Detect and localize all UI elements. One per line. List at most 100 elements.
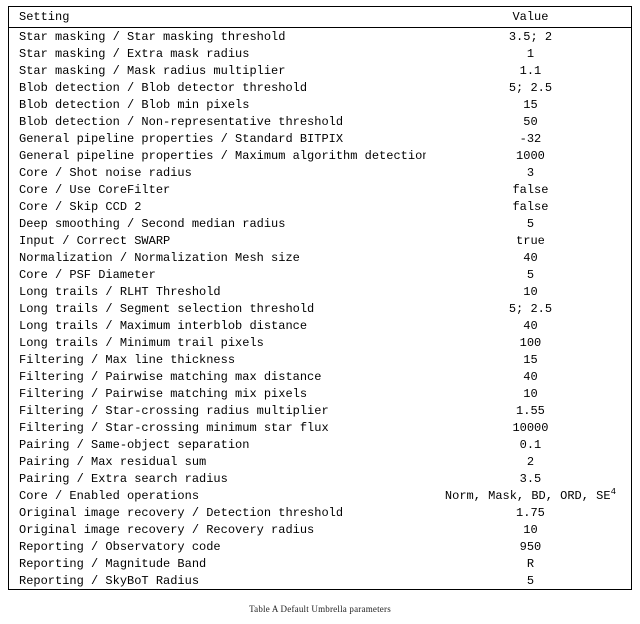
cell-value: 40 <box>426 368 632 385</box>
cell-setting: Normalization / Normalization Mesh size <box>9 249 426 266</box>
table-row: Star masking / Star masking threshold3.5… <box>9 28 632 46</box>
cell-value: 100 <box>426 334 632 351</box>
cell-value: 40 <box>426 317 632 334</box>
footnote-marker: 4 <box>611 487 616 497</box>
table-row: General pipeline properties / Maximum al… <box>9 147 632 164</box>
cell-value: 5 <box>426 572 632 590</box>
table-row: Filtering / Star-crossing minimum star f… <box>9 419 632 436</box>
cell-setting: Reporting / Magnitude Band <box>9 555 426 572</box>
table-header-row: Setting Value <box>9 7 632 28</box>
cell-value: false <box>426 181 632 198</box>
cell-value: 10 <box>426 521 632 538</box>
cell-setting: Pairing / Max residual sum <box>9 453 426 470</box>
cell-value: 5 <box>426 266 632 283</box>
table-row: Core / Enabled operationsNorm, Mask, BD,… <box>9 487 632 504</box>
table-row: Normalization / Normalization Mesh size4… <box>9 249 632 266</box>
table-row: Blob detection / Blob detector threshold… <box>9 79 632 96</box>
cell-value: 3.5 <box>426 470 632 487</box>
cell-value: 0.1 <box>426 436 632 453</box>
cell-value: 1000 <box>426 147 632 164</box>
cell-value: true <box>426 232 632 249</box>
cell-setting: Star masking / Star masking threshold <box>9 28 426 46</box>
cell-setting: Long trails / Segment selection threshol… <box>9 300 426 317</box>
cell-value: 5; 2.5 <box>426 79 632 96</box>
cell-setting: Long trails / Maximum interblob distance <box>9 317 426 334</box>
cell-setting: General pipeline properties / Standard B… <box>9 130 426 147</box>
cell-value: -32 <box>426 130 632 147</box>
cell-setting: Core / Use CoreFilter <box>9 181 426 198</box>
caption-suffix: Default Umbrella parameters <box>278 604 391 614</box>
cell-value: 1.1 <box>426 62 632 79</box>
cell-value: 10 <box>426 283 632 300</box>
table-caption: Table A Default Umbrella parameters <box>8 604 632 614</box>
cell-value: 5 <box>426 215 632 232</box>
table-row: Blob detection / Non-representative thre… <box>9 113 632 130</box>
cell-setting: Filtering / Star-crossing minimum star f… <box>9 419 426 436</box>
table-row: Filtering / Pairwise matching max distan… <box>9 368 632 385</box>
cell-setting: Original image recovery / Detection thre… <box>9 504 426 521</box>
cell-setting: Reporting / Observatory code <box>9 538 426 555</box>
table-row: Core / Skip CCD 2false <box>9 198 632 215</box>
cell-value: 10 <box>426 385 632 402</box>
cell-setting: Deep smoothing / Second median radius <box>9 215 426 232</box>
cell-setting: Filtering / Max line thickness <box>9 351 426 368</box>
cell-setting: Blob detection / Blob detector threshold <box>9 79 426 96</box>
table-body: Star masking / Star masking threshold3.5… <box>9 28 632 590</box>
cell-value: 3.5; 2 <box>426 28 632 46</box>
cell-value: 1 <box>426 45 632 62</box>
cell-value: Norm, Mask, BD, ORD, SE4 <box>426 487 632 504</box>
table-row: Reporting / SkyBoT Radius5 <box>9 572 632 590</box>
table-row: Deep smoothing / Second median radius5 <box>9 215 632 232</box>
cell-setting: Blob detection / Blob min pixels <box>9 96 426 113</box>
table-row: Core / PSF Diameter5 <box>9 266 632 283</box>
cell-value: 15 <box>426 351 632 368</box>
cell-value: 3 <box>426 164 632 181</box>
table-row: Core / Shot noise radius3 <box>9 164 632 181</box>
cell-setting: Star masking / Extra mask radius <box>9 45 426 62</box>
cell-value: 10000 <box>426 419 632 436</box>
cell-value: 1.75 <box>426 504 632 521</box>
cell-value: false <box>426 198 632 215</box>
col-header-setting: Setting <box>9 7 426 28</box>
table-row: Long trails / Maximum interblob distance… <box>9 317 632 334</box>
cell-setting: Filtering / Pairwise matching max distan… <box>9 368 426 385</box>
table-row: Filtering / Star-crossing radius multipl… <box>9 402 632 419</box>
cell-setting: General pipeline properties / Maximum al… <box>9 147 426 164</box>
cell-value: 1.55 <box>426 402 632 419</box>
table-row: Blob detection / Blob min pixels15 <box>9 96 632 113</box>
table-row: Filtering / Max line thickness15 <box>9 351 632 368</box>
cell-setting: Long trails / RLHT Threshold <box>9 283 426 300</box>
settings-table: Setting Value Star masking / Star maskin… <box>8 6 632 590</box>
table-row: Pairing / Max residual sum2 <box>9 453 632 470</box>
cell-setting: Pairing / Same-object separation <box>9 436 426 453</box>
caption-prefix: Table A <box>249 604 278 614</box>
cell-setting: Filtering / Pairwise matching mix pixels <box>9 385 426 402</box>
cell-setting: Pairing / Extra search radius <box>9 470 426 487</box>
table-row: Long trails / Segment selection threshol… <box>9 300 632 317</box>
cell-setting: Filtering / Star-crossing radius multipl… <box>9 402 426 419</box>
cell-value: 15 <box>426 96 632 113</box>
table-row: Reporting / Magnitude BandR <box>9 555 632 572</box>
cell-setting: Input / Correct SWARP <box>9 232 426 249</box>
cell-setting: Star masking / Mask radius multiplier <box>9 62 426 79</box>
cell-value: 2 <box>426 453 632 470</box>
col-header-value: Value <box>426 7 632 28</box>
table-row: Original image recovery / Detection thre… <box>9 504 632 521</box>
table-row: Star masking / Extra mask radius1 <box>9 45 632 62</box>
table-row: Long trails / RLHT Threshold10 <box>9 283 632 300</box>
cell-setting: Core / Skip CCD 2 <box>9 198 426 215</box>
cell-value: 5; 2.5 <box>426 300 632 317</box>
cell-value: 50 <box>426 113 632 130</box>
table-row: Long trails / Minimum trail pixels100 <box>9 334 632 351</box>
cell-setting: Reporting / SkyBoT Radius <box>9 572 426 590</box>
cell-setting: Long trails / Minimum trail pixels <box>9 334 426 351</box>
cell-value: R <box>426 555 632 572</box>
table-row: Pairing / Extra search radius3.5 <box>9 470 632 487</box>
cell-setting: Core / Enabled operations <box>9 487 426 504</box>
table-row: Pairing / Same-object separation0.1 <box>9 436 632 453</box>
table-row: General pipeline properties / Standard B… <box>9 130 632 147</box>
cell-value: 40 <box>426 249 632 266</box>
cell-setting: Core / PSF Diameter <box>9 266 426 283</box>
table-row: Original image recovery / Recovery radiu… <box>9 521 632 538</box>
cell-setting: Core / Shot noise radius <box>9 164 426 181</box>
